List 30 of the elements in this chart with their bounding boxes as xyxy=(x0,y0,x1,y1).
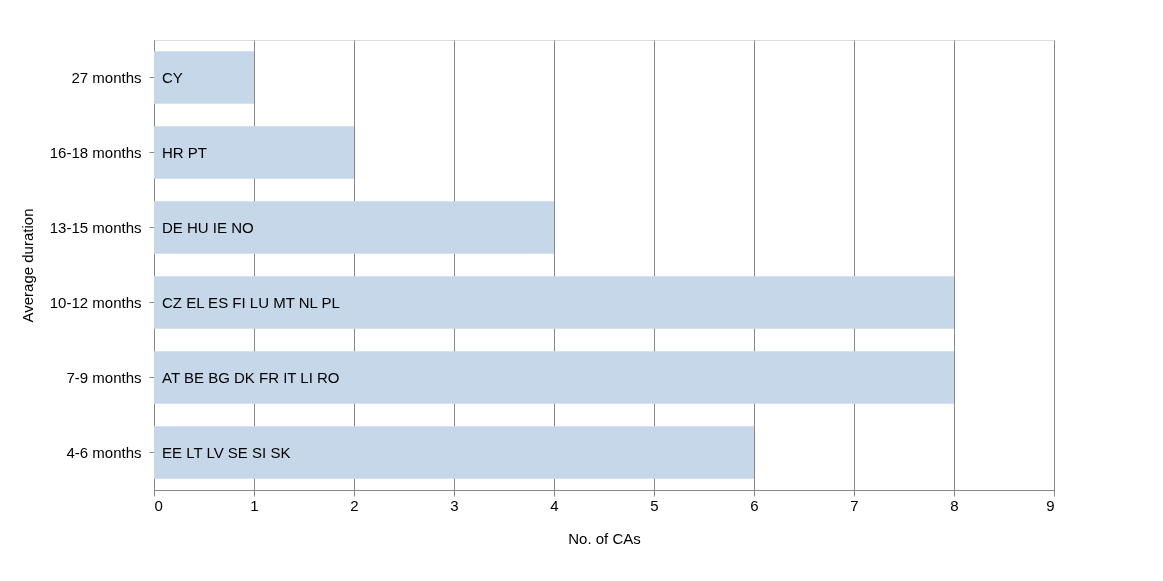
x-tick-label: 5 xyxy=(650,496,659,514)
y-tick-label: 13-15 months xyxy=(49,218,142,236)
bar xyxy=(154,201,554,254)
y-tick-label: 27 months xyxy=(71,68,142,86)
x-tick-label: 7 xyxy=(850,496,859,514)
y-tick-label: 10-12 months xyxy=(49,293,142,311)
x-tick-label: 4 xyxy=(550,496,559,514)
x-tick-label: 1 xyxy=(250,496,259,514)
data-label: CZ EL ES FI LU MT NL PL xyxy=(162,293,340,311)
bar xyxy=(154,276,954,329)
data-label: DE HU IE NO xyxy=(162,218,254,236)
data-label: HR PT xyxy=(162,143,207,161)
x-tick-label: 9 xyxy=(1046,496,1055,514)
bar xyxy=(154,426,754,479)
x-tick-label: 0 xyxy=(154,496,163,514)
y-tick-label: 16-18 months xyxy=(49,143,142,161)
y-axis-title: Average duration xyxy=(18,208,36,323)
bar xyxy=(154,351,954,404)
x-tick-label: 2 xyxy=(350,496,359,514)
x-axis-title: No. of CAs xyxy=(568,529,641,547)
data-label: EE LT LV SE SI SK xyxy=(162,443,291,461)
bar xyxy=(154,126,354,179)
x-tick-label: 6 xyxy=(750,496,759,514)
data-label: AT BE BG DK FR IT LI RO xyxy=(162,368,340,386)
x-tick-label: 3 xyxy=(450,496,459,514)
x-tick-label: 8 xyxy=(950,496,959,514)
y-tick-label: 4-6 months xyxy=(66,443,142,461)
bar xyxy=(154,51,254,104)
y-tick-label: 7-9 months xyxy=(66,368,142,386)
data-label: CY xyxy=(162,68,183,86)
